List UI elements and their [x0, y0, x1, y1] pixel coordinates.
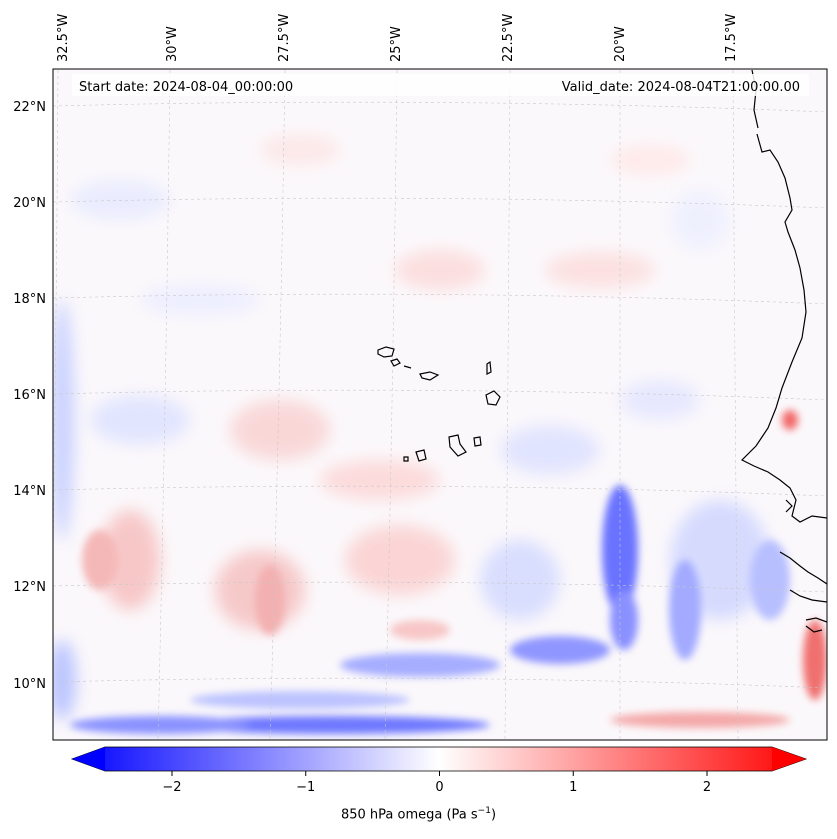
lat-label-22n: 22°N — [13, 100, 46, 115]
longitude-labels: 32.5°W 30°W 27.5°W 25°W 22.5°W 20°W 17.5… — [56, 14, 739, 62]
cape-verde-islands — [377, 346, 501, 462]
lat-label-14n: 14°N — [13, 484, 46, 499]
map-frame — [52, 68, 828, 741]
colorbar-label-text: 850 hPa omega (Pa s — [340, 807, 478, 823]
valid-date: Valid_date: 2024-08-04T21:00:00.00 — [562, 80, 800, 95]
lon-label-30w: 30°W — [165, 26, 180, 62]
lon-label-22-5w: 22.5°W — [501, 14, 516, 62]
header-strip — [72, 74, 809, 96]
colorbar-label-exponent: −1 — [477, 806, 491, 816]
latitude-labels: 22°N 20°N 18°N 16°N 14°N 12°N 10°N — [13, 100, 46, 692]
colorbar-label-close: ) — [490, 807, 497, 823]
omega-field — [53, 69, 827, 740]
colorbar-tick-label: −2 — [162, 780, 181, 795]
lat-label-18n: 18°N — [13, 292, 46, 307]
lon-label-27-5w: 27.5°W — [277, 14, 292, 62]
lat-label-12n: 12°N — [13, 580, 46, 595]
lat-label-20n: 20°N — [13, 196, 46, 211]
start-date: Start date: 2024-08-04_00:00:00 — [79, 80, 293, 95]
colorbar-extend-low — [72, 747, 105, 771]
colorbar-label: 850 hPa omega (Pa s−1) — [0, 806, 837, 822]
lon-label-20w: 20°W — [613, 26, 628, 62]
lat-label-16n: 16°N — [13, 388, 46, 403]
colorbar: −2 −1 0 1 2 — [70, 746, 808, 795]
lon-label-32-5w: 32.5°W — [56, 14, 71, 62]
lon-label-25w: 25°W — [389, 26, 404, 62]
colorbar-tick-label: 0 — [435, 780, 443, 795]
lat-label-10n: 10°N — [13, 677, 46, 692]
colorbar-body — [70, 746, 808, 772]
colorbar-tick-label: −1 — [296, 780, 315, 795]
colorbar-tick-label: 1 — [569, 780, 577, 795]
lon-label-17-5w: 17.5°W — [724, 14, 739, 62]
colorbar-extend-high — [772, 747, 806, 771]
colorbar-ticks: −2 −1 0 1 2 — [162, 771, 711, 795]
colorbar-tick-label: 2 — [703, 780, 711, 795]
